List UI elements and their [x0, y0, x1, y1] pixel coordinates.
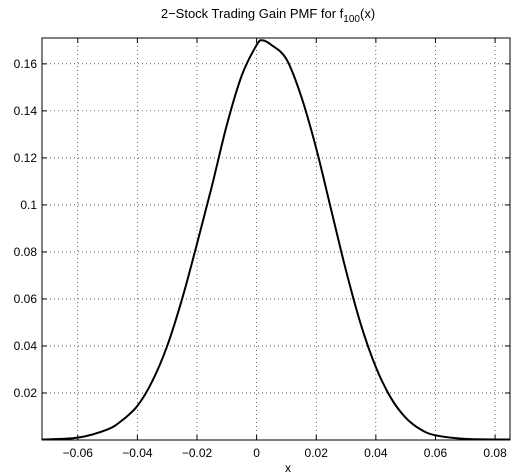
- ticks: −0.06 −0.04 −0.02 0 0.02 0.04 0.06 0.08 0.02 0.04…: [14, 38, 510, 460]
- chart-title-suffix: (x): [360, 6, 375, 21]
- chart-title: 2−Stock Trading Gain PMF for f100(x): [161, 6, 375, 25]
- y-tick-label: 0.1: [20, 198, 37, 212]
- x-tick-label: 0.04: [364, 446, 388, 460]
- pmf-curve: [41, 39, 511, 441]
- x-tick-label: 0.06: [424, 446, 448, 460]
- plot-frame: [41, 37, 511, 441]
- x-tick-label: −0.02: [182, 446, 213, 460]
- y-tick-label: 0.16: [14, 57, 38, 71]
- y-tick-label: 0.04: [14, 339, 38, 353]
- y-tick-label: 0.08: [14, 245, 38, 259]
- grid: [42, 38, 510, 440]
- x-tick-label: 0.02: [305, 446, 329, 460]
- y-tick-label: 0.12: [14, 151, 38, 165]
- x-tick-label: −0.04: [122, 446, 153, 460]
- y-tick-label: 0.02: [14, 386, 38, 400]
- chart-title-subscript: 100: [343, 14, 360, 25]
- series: [41, 39, 511, 441]
- x-tick-label: 0.08: [483, 446, 507, 460]
- x-tick-label: −0.06: [63, 446, 94, 460]
- x-tick-label: 0: [253, 446, 260, 460]
- y-tick-label: 0.06: [14, 292, 38, 306]
- x-axis-label: x: [285, 461, 291, 475]
- y-tick-label: 0.14: [14, 104, 38, 118]
